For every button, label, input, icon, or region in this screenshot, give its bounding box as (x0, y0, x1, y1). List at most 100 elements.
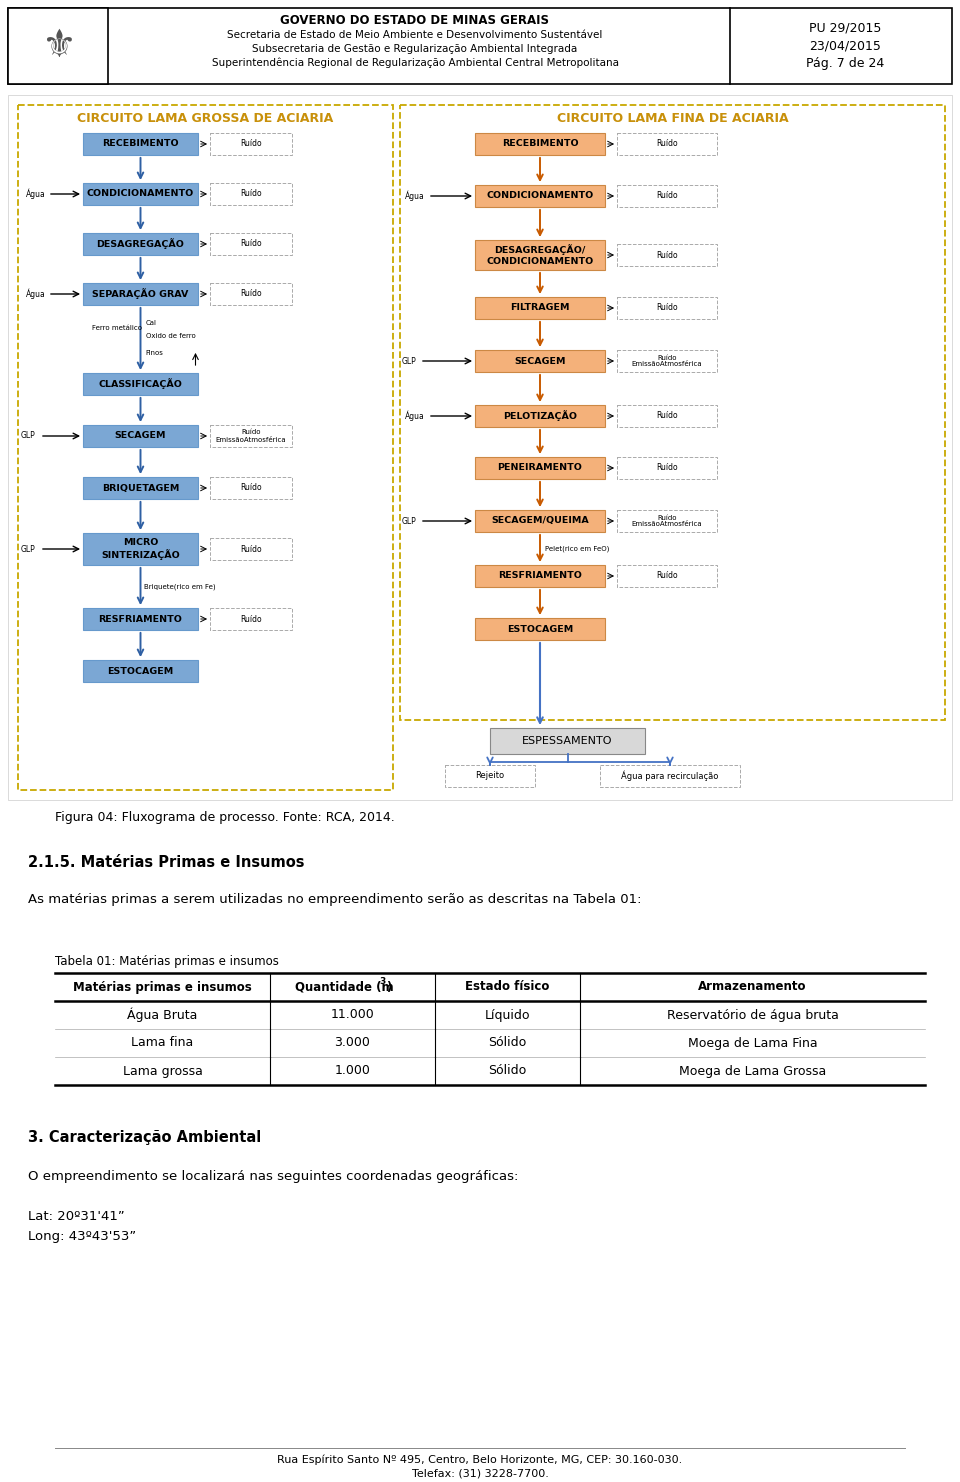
Text: Água: Água (26, 289, 46, 299)
Text: Água: Água (26, 188, 46, 199)
Bar (475, 405, 605, 427)
Bar (210, 425, 292, 448)
Bar (580, 1057, 925, 1085)
Text: 23/04/2015: 23/04/2015 (809, 40, 881, 52)
Text: ESTOCAGEM: ESTOCAGEM (507, 624, 573, 633)
Text: Subsecretaria de Gestão e Regularização Ambiental Integrada: Subsecretaria de Gestão e Regularização … (252, 44, 578, 53)
Text: Pelet(rico em FeO): Pelet(rico em FeO) (545, 545, 610, 551)
Text: Rua Espírito Santo Nº 495, Centro, Belo Horizonte, MG, CEP: 30.160-030.: Rua Espírito Santo Nº 495, Centro, Belo … (277, 1455, 683, 1466)
Text: Ruído: Ruído (240, 544, 262, 553)
Text: Ruído
EmissãoAtmosférica: Ruído EmissãoAtmosférica (632, 514, 703, 528)
Text: Cal: Cal (146, 320, 156, 326)
Text: Pág. 7 de 24: Pág. 7 de 24 (805, 58, 884, 71)
Bar (83, 534, 198, 565)
Bar (55, 1029, 270, 1057)
Text: Lama fina: Lama fina (132, 1036, 194, 1049)
Text: Ruído: Ruído (240, 483, 262, 492)
Text: CONDICIONAMENTO: CONDICIONAMENTO (487, 191, 593, 200)
Text: DESAGREGAÇÃO/
CONDICIONAMENTO: DESAGREGAÇÃO/ CONDICIONAMENTO (487, 245, 593, 265)
Text: Ruído: Ruído (240, 615, 262, 624)
Text: Quantidade (m: Quantidade (m (295, 981, 394, 993)
Bar (210, 538, 292, 560)
Text: GLP: GLP (21, 431, 36, 440)
Bar (18, 105, 393, 790)
Text: Água: Água (405, 411, 424, 421)
Bar (400, 105, 945, 720)
Text: Ruído: Ruído (657, 572, 678, 581)
Bar (83, 133, 198, 156)
Text: GLP: GLP (402, 517, 417, 526)
Text: RESFRIAMENTO: RESFRIAMENTO (498, 572, 582, 581)
Text: Ruído
EmissãoAtmosférica: Ruído EmissãoAtmosférica (632, 354, 703, 368)
Text: CONDICIONAMENTO: CONDICIONAMENTO (86, 190, 194, 199)
Bar (55, 974, 270, 1000)
Text: Água para recirculação: Água para recirculação (621, 771, 719, 781)
Bar (617, 185, 717, 207)
Text: MICRO
SINTERIZAÇÃO: MICRO SINTERIZAÇÃO (101, 538, 180, 560)
Text: Oxido de ferro: Oxido de ferro (146, 333, 195, 339)
Text: Long: 43º43'53”: Long: 43º43'53” (28, 1230, 136, 1243)
Text: 3: 3 (379, 978, 386, 987)
Bar (580, 1000, 925, 1029)
Text: GLP: GLP (21, 544, 36, 553)
Text: ): ) (386, 981, 391, 993)
Bar (617, 510, 717, 532)
Bar (600, 765, 740, 787)
Text: Estado físico: Estado físico (466, 981, 550, 993)
Text: Superintendência Regional de Regularização Ambiental Central Metropolitana: Superintendência Regional de Regularizaç… (211, 58, 618, 68)
Text: CLASSIFICAÇÃO: CLASSIFICAÇÃO (99, 378, 182, 390)
Text: FILTRAGEM: FILTRAGEM (511, 304, 569, 313)
Bar (435, 1029, 580, 1057)
Text: ESPESSAMENTO: ESPESSAMENTO (522, 737, 612, 745)
Text: PU 29/2015: PU 29/2015 (809, 22, 881, 34)
Text: Matérias primas e insumos: Matérias primas e insumos (73, 981, 252, 993)
Text: RESFRIAMENTO: RESFRIAMENTO (99, 615, 182, 624)
Bar (270, 1000, 435, 1029)
Text: Rejeito: Rejeito (475, 772, 505, 781)
Bar (55, 1057, 270, 1085)
Bar (83, 425, 198, 448)
Bar (580, 974, 925, 1000)
Bar (617, 456, 717, 479)
Text: GLP: GLP (402, 357, 417, 366)
Text: RECEBIMENTO: RECEBIMENTO (102, 139, 179, 148)
Bar (83, 283, 198, 305)
Bar (490, 728, 645, 754)
Text: Sólido: Sólido (489, 1036, 527, 1049)
Text: 3.000: 3.000 (335, 1036, 371, 1049)
Text: CIRCUITO LAMA GROSSA DE ACIARIA: CIRCUITO LAMA GROSSA DE ACIARIA (78, 113, 334, 126)
Text: BRIQUETAGEM: BRIQUETAGEM (102, 483, 180, 492)
Bar (83, 373, 198, 396)
Bar (210, 608, 292, 630)
Text: O empreendimento se localizará nas seguintes coordenadas geográficas:: O empreendimento se localizará nas segui… (28, 1169, 518, 1183)
Text: SECAGEM: SECAGEM (115, 431, 166, 440)
Text: Água: Água (405, 191, 424, 202)
Bar (475, 296, 605, 319)
Bar (475, 350, 605, 372)
Text: SECAGEM/QUEIMA: SECAGEM/QUEIMA (492, 517, 588, 526)
Text: Figura 04: Fluxograma de processo. Fonte: RCA, 2014.: Figura 04: Fluxograma de processo. Fonte… (55, 812, 395, 824)
Text: Moega de Lama Fina: Moega de Lama Fina (687, 1036, 817, 1049)
Bar (210, 283, 292, 305)
Bar (210, 133, 292, 156)
Text: Sólido: Sólido (489, 1064, 527, 1077)
Text: Lama grossa: Lama grossa (123, 1064, 203, 1077)
Bar (445, 765, 535, 787)
Text: Ruído: Ruído (657, 304, 678, 313)
Bar (475, 185, 605, 207)
Bar (270, 1029, 435, 1057)
Text: Armazenamento: Armazenamento (698, 981, 806, 993)
Text: Lat: 20º31'41”: Lat: 20º31'41” (28, 1209, 125, 1223)
Text: Ruído: Ruído (240, 240, 262, 249)
Bar (435, 1057, 580, 1085)
Text: 11.000: 11.000 (330, 1008, 374, 1021)
Bar (210, 233, 292, 255)
Text: Ruído: Ruído (657, 139, 678, 148)
Bar (83, 659, 198, 682)
Bar (617, 405, 717, 427)
Text: SEPARAÇÃO GRAV: SEPARAÇÃO GRAV (92, 289, 189, 299)
Text: Briquete(rico em Fe): Briquete(rico em Fe) (143, 584, 215, 590)
Bar (8, 7, 952, 84)
Text: DESAGREGAÇÃO: DESAGREGAÇÃO (97, 239, 184, 249)
Bar (475, 618, 605, 640)
